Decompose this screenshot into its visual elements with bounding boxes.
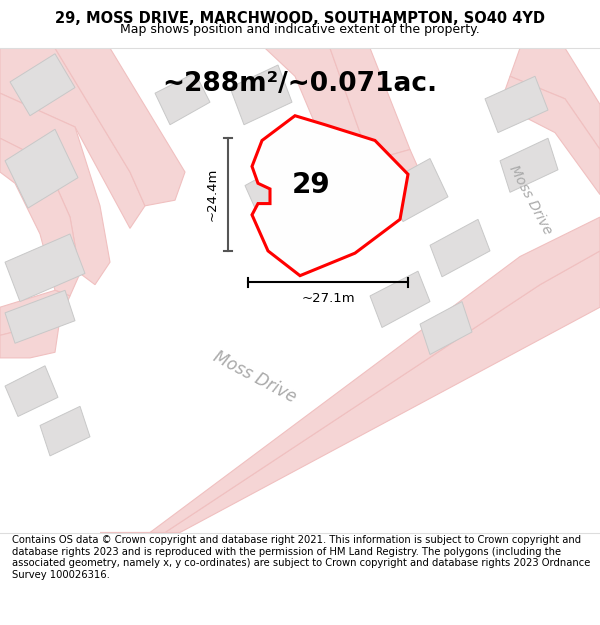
Polygon shape bbox=[55, 48, 185, 206]
Text: Contains OS data © Crown copyright and database right 2021. This information is : Contains OS data © Crown copyright and d… bbox=[12, 535, 590, 580]
Polygon shape bbox=[420, 302, 472, 354]
Polygon shape bbox=[5, 366, 58, 416]
Polygon shape bbox=[500, 138, 558, 192]
Polygon shape bbox=[40, 406, 90, 456]
Polygon shape bbox=[0, 48, 145, 228]
Polygon shape bbox=[485, 76, 548, 132]
Polygon shape bbox=[0, 319, 60, 358]
Text: Map shows position and indicative extent of the property.: Map shows position and indicative extent… bbox=[120, 23, 480, 36]
Text: Moss Drive: Moss Drive bbox=[506, 163, 554, 238]
Polygon shape bbox=[0, 138, 80, 296]
Polygon shape bbox=[230, 65, 292, 125]
Text: ~24.4m: ~24.4m bbox=[205, 168, 218, 221]
Polygon shape bbox=[330, 48, 410, 161]
Polygon shape bbox=[385, 159, 448, 222]
Polygon shape bbox=[370, 271, 430, 328]
Polygon shape bbox=[0, 93, 110, 284]
Polygon shape bbox=[5, 290, 75, 343]
Polygon shape bbox=[430, 219, 490, 277]
Polygon shape bbox=[245, 161, 305, 219]
Polygon shape bbox=[252, 116, 408, 276]
Polygon shape bbox=[5, 129, 78, 208]
Text: 29: 29 bbox=[292, 171, 331, 199]
Polygon shape bbox=[10, 54, 75, 116]
Polygon shape bbox=[265, 48, 370, 183]
Text: 29, MOSS DRIVE, MARCHWOOD, SOUTHAMPTON, SO40 4YD: 29, MOSS DRIVE, MARCHWOOD, SOUTHAMPTON, … bbox=[55, 11, 545, 26]
Text: ~27.1m: ~27.1m bbox=[301, 292, 355, 305]
Polygon shape bbox=[510, 48, 600, 149]
Polygon shape bbox=[155, 73, 210, 125]
Text: ~288m²/~0.071ac.: ~288m²/~0.071ac. bbox=[163, 71, 437, 97]
Polygon shape bbox=[150, 217, 600, 532]
Polygon shape bbox=[340, 149, 430, 217]
Polygon shape bbox=[500, 76, 600, 194]
Polygon shape bbox=[5, 234, 85, 302]
Polygon shape bbox=[100, 251, 600, 532]
Polygon shape bbox=[0, 290, 70, 336]
Text: Moss Drive: Moss Drive bbox=[211, 348, 299, 406]
